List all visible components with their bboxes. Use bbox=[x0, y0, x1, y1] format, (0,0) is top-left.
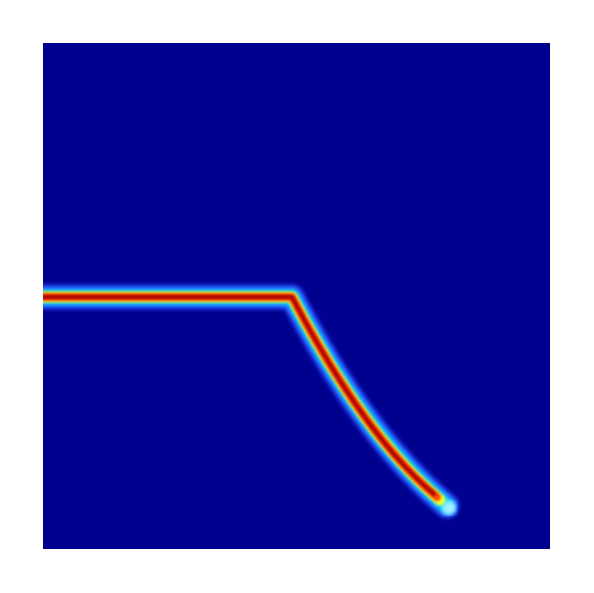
crack-band bbox=[43, 285, 459, 518]
crack-core bbox=[43, 295, 436, 496]
crack-tip bbox=[442, 501, 456, 515]
